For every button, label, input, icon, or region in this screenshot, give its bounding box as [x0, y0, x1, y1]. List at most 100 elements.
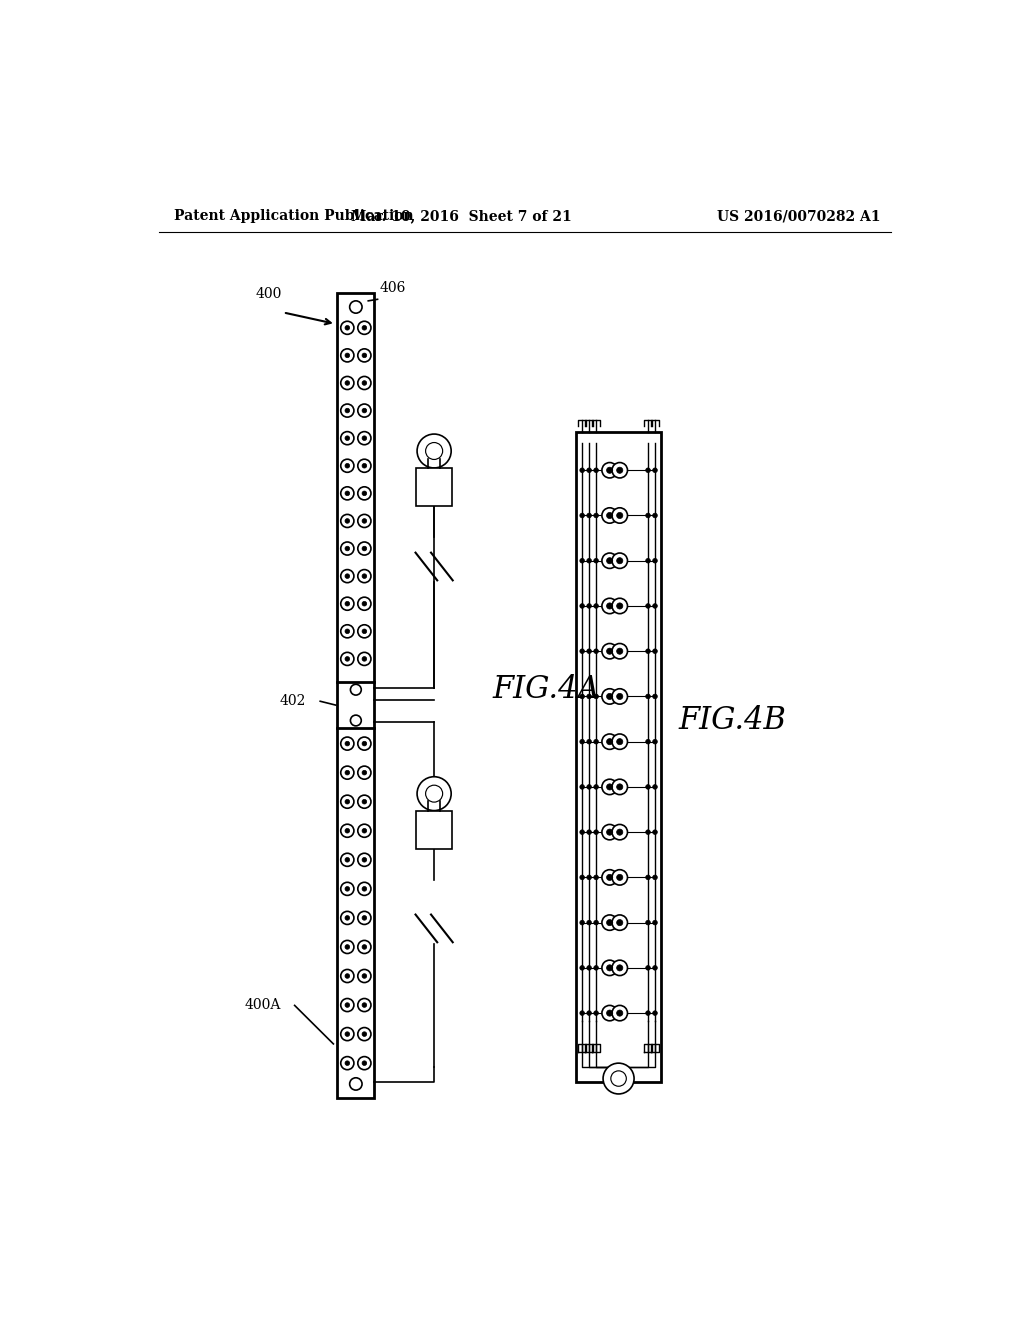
Circle shape	[606, 829, 612, 836]
Circle shape	[652, 558, 657, 564]
Circle shape	[587, 469, 592, 473]
Text: Patent Application Publication: Patent Application Publication	[174, 209, 414, 223]
Circle shape	[341, 795, 354, 808]
Circle shape	[646, 513, 650, 517]
Circle shape	[580, 649, 585, 653]
Circle shape	[345, 916, 349, 920]
Circle shape	[362, 800, 367, 804]
Circle shape	[612, 598, 628, 614]
Circle shape	[587, 965, 592, 970]
Circle shape	[646, 469, 650, 473]
Circle shape	[345, 945, 349, 949]
Circle shape	[341, 998, 354, 1011]
Circle shape	[606, 467, 612, 474]
Circle shape	[580, 784, 585, 789]
Circle shape	[345, 546, 349, 550]
Circle shape	[616, 965, 623, 972]
Circle shape	[362, 436, 367, 441]
Circle shape	[587, 920, 592, 925]
Circle shape	[341, 1027, 354, 1040]
Circle shape	[602, 644, 617, 659]
Circle shape	[616, 784, 623, 789]
Circle shape	[341, 321, 354, 334]
Circle shape	[357, 882, 371, 895]
Circle shape	[652, 830, 657, 834]
Circle shape	[580, 694, 585, 698]
Circle shape	[594, 469, 598, 473]
Circle shape	[341, 487, 354, 500]
Circle shape	[362, 858, 367, 862]
Circle shape	[587, 694, 592, 698]
Circle shape	[612, 1006, 628, 1020]
Circle shape	[362, 656, 367, 661]
Circle shape	[362, 887, 367, 891]
Circle shape	[602, 734, 617, 750]
Text: 406: 406	[380, 281, 407, 296]
Circle shape	[594, 965, 598, 970]
Circle shape	[594, 649, 598, 653]
Circle shape	[580, 875, 585, 879]
Circle shape	[357, 795, 371, 808]
Circle shape	[602, 1006, 617, 1020]
Circle shape	[362, 326, 367, 330]
Circle shape	[357, 969, 371, 982]
Circle shape	[341, 652, 354, 665]
Circle shape	[580, 558, 585, 564]
Circle shape	[345, 1061, 349, 1065]
Circle shape	[652, 920, 657, 925]
Bar	[575, 432, 662, 1082]
Circle shape	[357, 652, 371, 665]
Circle shape	[612, 508, 628, 523]
Circle shape	[345, 408, 349, 413]
Circle shape	[362, 546, 367, 550]
Circle shape	[426, 785, 442, 803]
Circle shape	[646, 965, 650, 970]
Circle shape	[612, 915, 628, 931]
Circle shape	[606, 603, 612, 609]
Circle shape	[594, 694, 598, 698]
Circle shape	[606, 648, 612, 655]
Circle shape	[594, 920, 598, 925]
Circle shape	[362, 1061, 367, 1065]
Circle shape	[362, 463, 367, 469]
Circle shape	[341, 404, 354, 417]
Circle shape	[612, 960, 628, 975]
Circle shape	[362, 771, 367, 775]
Circle shape	[580, 830, 585, 834]
Circle shape	[612, 825, 628, 840]
Circle shape	[587, 830, 592, 834]
Circle shape	[341, 766, 354, 779]
Circle shape	[357, 940, 371, 953]
Circle shape	[652, 603, 657, 609]
Circle shape	[580, 469, 585, 473]
Circle shape	[616, 874, 623, 880]
Circle shape	[587, 875, 592, 879]
Circle shape	[602, 689, 617, 704]
Circle shape	[341, 882, 354, 895]
Circle shape	[587, 784, 592, 789]
Circle shape	[602, 870, 617, 886]
Circle shape	[580, 965, 585, 970]
Bar	[417, 810, 452, 849]
Circle shape	[341, 853, 354, 866]
Circle shape	[341, 543, 354, 556]
Circle shape	[357, 911, 371, 924]
Circle shape	[606, 512, 612, 519]
Circle shape	[341, 737, 354, 750]
Circle shape	[587, 739, 592, 744]
Circle shape	[345, 352, 349, 358]
Circle shape	[646, 649, 650, 653]
Circle shape	[616, 920, 623, 925]
Circle shape	[345, 656, 349, 661]
Circle shape	[345, 742, 349, 746]
Circle shape	[357, 321, 371, 334]
Circle shape	[345, 887, 349, 891]
Circle shape	[606, 739, 612, 744]
Circle shape	[606, 874, 612, 880]
Text: Mar. 10, 2016  Sheet 7 of 21: Mar. 10, 2016 Sheet 7 of 21	[351, 209, 571, 223]
Circle shape	[362, 519, 367, 523]
Circle shape	[357, 824, 371, 837]
Circle shape	[345, 463, 349, 469]
Circle shape	[426, 442, 442, 459]
Circle shape	[417, 776, 452, 810]
